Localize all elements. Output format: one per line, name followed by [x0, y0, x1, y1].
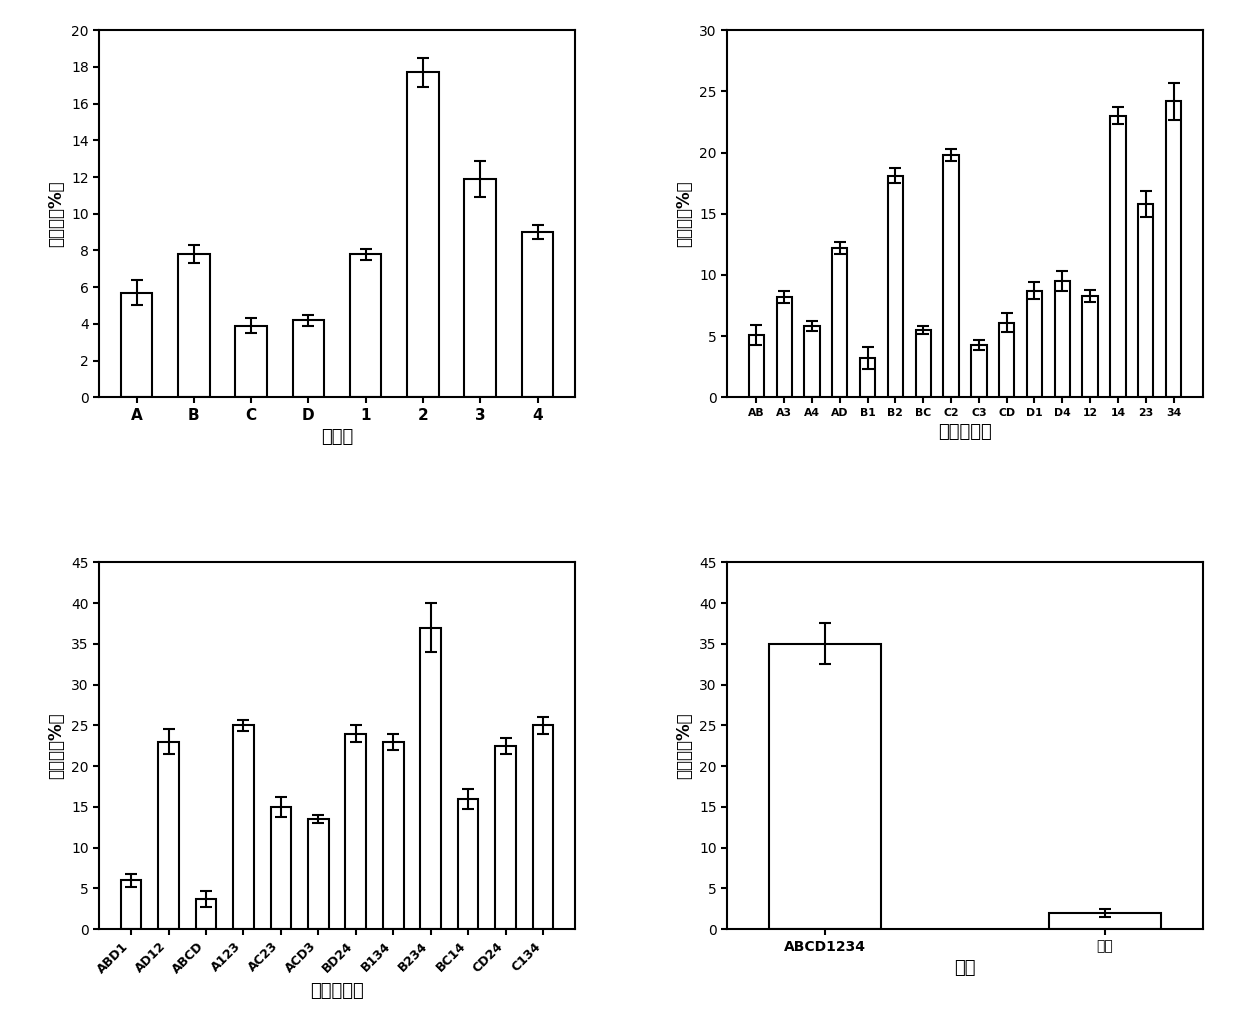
X-axis label: 两个菌组合: 两个菌组合 — [939, 423, 992, 441]
Bar — [346, 733, 366, 929]
Y-axis label: 降解率（%）: 降解率（%） — [676, 181, 693, 247]
X-axis label: 四个菌组合: 四个菌组合 — [310, 982, 363, 1000]
Bar — [776, 297, 792, 397]
Bar — [1049, 913, 1161, 929]
Bar — [465, 179, 496, 397]
Bar — [999, 322, 1014, 397]
Bar — [832, 248, 847, 397]
Y-axis label: 降解率（%）: 降解率（%） — [47, 712, 66, 779]
Bar — [1027, 291, 1042, 397]
Bar — [120, 881, 141, 929]
Bar — [236, 325, 267, 397]
Bar — [293, 320, 324, 397]
Bar — [159, 741, 179, 929]
Bar — [458, 799, 479, 929]
Bar — [522, 232, 553, 397]
Bar — [383, 741, 403, 929]
Bar — [861, 359, 875, 397]
Bar — [350, 255, 382, 397]
Bar — [420, 627, 441, 929]
Y-axis label: 降解率（%）: 降解率（%） — [47, 181, 66, 247]
X-axis label: 单个菌: 单个菌 — [321, 428, 353, 446]
Bar — [533, 725, 553, 929]
Bar — [915, 330, 931, 397]
Bar — [769, 643, 880, 929]
Bar — [270, 807, 291, 929]
Bar — [805, 326, 820, 397]
Bar — [888, 176, 903, 397]
Bar — [308, 819, 329, 929]
Bar — [1110, 116, 1126, 397]
Bar — [233, 725, 254, 929]
Bar — [120, 293, 153, 397]
Bar — [407, 73, 439, 397]
Bar — [971, 344, 987, 397]
Bar — [1138, 204, 1153, 397]
Bar — [749, 335, 764, 397]
Bar — [196, 899, 216, 929]
Bar — [1166, 101, 1182, 397]
Bar — [1083, 296, 1097, 397]
Bar — [944, 156, 959, 397]
Bar — [179, 255, 210, 397]
Bar — [1055, 281, 1070, 397]
X-axis label: 处理: 处理 — [955, 960, 976, 977]
Y-axis label: 降解率（%）: 降解率（%） — [676, 712, 693, 779]
Bar — [495, 745, 516, 929]
